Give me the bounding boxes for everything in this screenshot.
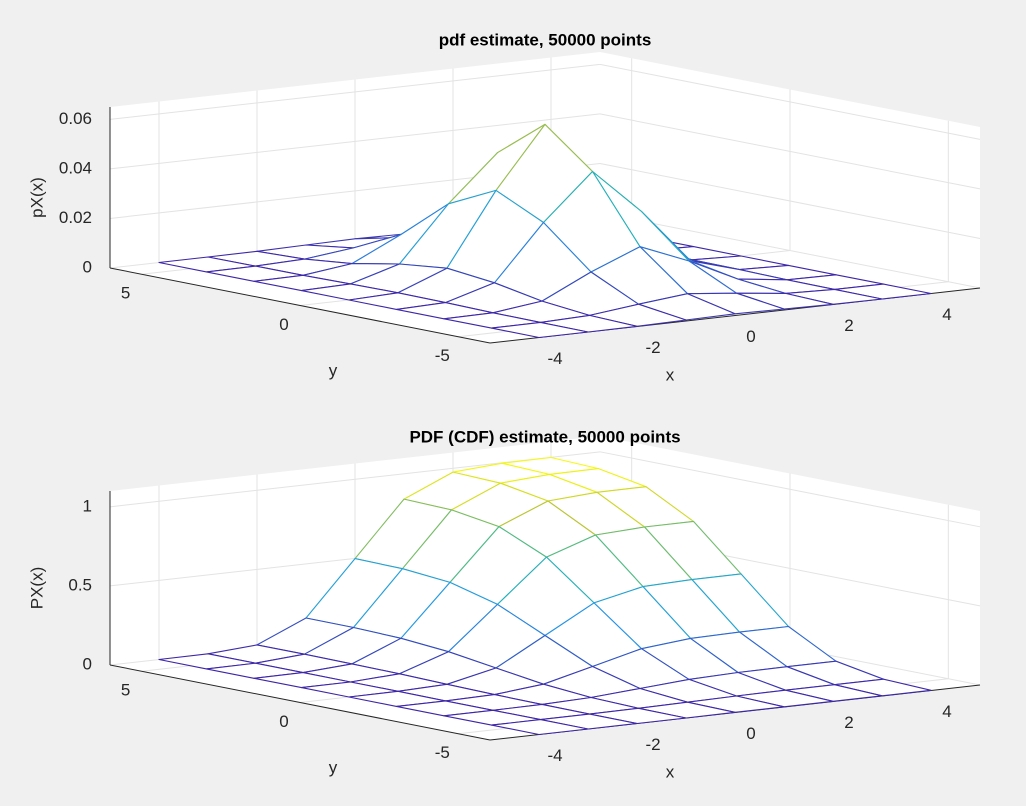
z-tick-label: 0.5 bbox=[68, 575, 92, 594]
x-tick-label: -2 bbox=[645, 735, 660, 754]
x-axis-label: x bbox=[666, 762, 675, 781]
x-tick-label: -4 bbox=[547, 349, 562, 368]
x-tick-label: 2 bbox=[844, 713, 853, 732]
mesh-face bbox=[490, 719, 589, 736]
x-tick-label: 0 bbox=[746, 327, 755, 346]
x-tick-label: -4 bbox=[547, 746, 562, 765]
z-tick-label: 0 bbox=[83, 257, 92, 276]
mesh-face bbox=[490, 321, 589, 339]
y-tick-label: 5 bbox=[121, 284, 130, 303]
x-tick-label: 4 bbox=[942, 305, 951, 324]
y-tick-label: -5 bbox=[435, 346, 450, 365]
x-axis-label: x bbox=[666, 365, 675, 384]
x-tick-label: 2 bbox=[844, 316, 853, 335]
y-tick-label: -5 bbox=[435, 743, 450, 762]
z-axis-label: PX(x) bbox=[27, 567, 46, 610]
z-tick-label: 0.06 bbox=[59, 109, 92, 128]
z-axis-label: pX(x) bbox=[27, 177, 46, 218]
z-tick-label: 0 bbox=[83, 654, 92, 673]
chart-title: pdf estimate, 50000 points bbox=[439, 30, 652, 49]
x-tick-label: 4 bbox=[942, 702, 951, 721]
x-tick-label: 0 bbox=[746, 724, 755, 743]
x-tick-label: -2 bbox=[645, 338, 660, 357]
y-axis-label: y bbox=[329, 361, 338, 380]
chart-title: PDF (CDF) estimate, 50000 points bbox=[409, 427, 680, 446]
axes: 0 0.02 0.04 0.06 -4 -2 0 2 4 -5 0 5 pdf estimate, 50… bbox=[27, 30, 981, 384]
z-tick-label: 0.02 bbox=[59, 208, 92, 227]
z-tick-label: 0.04 bbox=[59, 158, 92, 177]
y-tick-label: 0 bbox=[279, 315, 288, 334]
y-tick-label: 5 bbox=[121, 681, 130, 700]
axis-line bbox=[109, 267, 491, 344]
z-tick-label: 1 bbox=[83, 496, 92, 515]
axis-line bbox=[109, 664, 491, 741]
y-axis-label: y bbox=[329, 758, 338, 777]
axes: 0 0.5 1 -4 -2 0 2 4 -5 0 5 PDF (CDF) estimate, 5000… bbox=[27, 427, 981, 781]
y-tick-label: 0 bbox=[279, 712, 288, 731]
